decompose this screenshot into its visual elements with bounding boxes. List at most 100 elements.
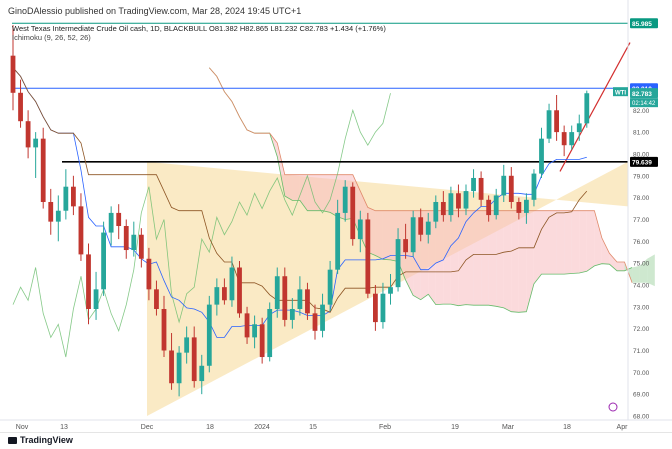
- candle[interactable]: [274, 276, 280, 309]
- price-label[interactable]: 79.639: [632, 159, 652, 166]
- candle[interactable]: [456, 193, 461, 209]
- candle[interactable]: [184, 337, 190, 353]
- candle[interactable]: [508, 175, 514, 202]
- y-tick-label: 81.00: [633, 130, 650, 137]
- candle[interactable]: [33, 138, 39, 148]
- scroll-to-realtime-icon[interactable]: [608, 402, 618, 412]
- candle[interactable]: [576, 123, 582, 133]
- candle[interactable]: [539, 138, 544, 174]
- y-tick-label: 73.00: [633, 304, 650, 311]
- candle[interactable]: [312, 313, 318, 331]
- candle[interactable]: [342, 186, 348, 213]
- candle[interactable]: [229, 267, 235, 301]
- candle[interactable]: [93, 289, 99, 309]
- kumo-segment: [647, 254, 655, 287]
- candle[interactable]: [267, 308, 273, 358]
- candle[interactable]: [123, 226, 129, 251]
- candle[interactable]: [554, 110, 559, 133]
- indicator-legend[interactable]: Ichimoku (9, 26, 52, 26): [12, 33, 91, 42]
- candle[interactable]: [138, 234, 144, 259]
- candle[interactable]: [199, 365, 205, 382]
- candle[interactable]: [471, 177, 476, 192]
- candle[interactable]: [25, 121, 31, 148]
- candle[interactable]: [569, 132, 575, 146]
- candle[interactable]: [222, 287, 227, 301]
- candle[interactable]: [48, 201, 54, 222]
- candle[interactable]: [169, 350, 174, 384]
- candle[interactable]: [561, 132, 567, 146]
- candle[interactable]: [395, 239, 401, 288]
- candle[interactable]: [78, 206, 84, 255]
- y-tick-label: 68.00: [633, 414, 650, 421]
- candle[interactable]: [493, 195, 499, 216]
- candle[interactable]: [282, 276, 288, 320]
- candle[interactable]: [440, 201, 446, 216]
- candle[interactable]: [388, 287, 393, 294]
- candle[interactable]: [448, 193, 454, 216]
- symbol-legend[interactable]: West Texas Intermediate Crude Oil cash, …: [12, 24, 386, 33]
- candle[interactable]: [403, 239, 408, 253]
- symbol-tag-bg: [613, 87, 628, 97]
- candle[interactable]: [10, 55, 16, 93]
- candle[interactable]: [418, 217, 424, 235]
- candle[interactable]: [410, 217, 416, 253]
- candle[interactable]: [380, 293, 386, 323]
- candle[interactable]: [463, 191, 469, 209]
- candle[interactable]: [584, 93, 590, 124]
- candle[interactable]: [214, 287, 220, 305]
- candle[interactable]: [71, 186, 76, 207]
- candle[interactable]: [335, 212, 341, 270]
- price-label-bg: [630, 18, 658, 29]
- candle[interactable]: [244, 313, 250, 338]
- kumo-segment: [564, 210, 572, 275]
- candle[interactable]: [161, 308, 167, 351]
- candle[interactable]: [524, 199, 529, 213]
- candle[interactable]: [501, 175, 507, 196]
- candle[interactable]: [373, 293, 378, 323]
- candle[interactable]: [327, 269, 333, 305]
- candle[interactable]: [478, 177, 484, 200]
- kumo-segment: [632, 265, 640, 283]
- candle[interactable]: [531, 173, 537, 200]
- candle[interactable]: [259, 324, 265, 358]
- candle[interactable]: [131, 234, 137, 251]
- candle[interactable]: [101, 232, 106, 290]
- candle[interactable]: [365, 219, 371, 294]
- kumo-segment: [435, 210, 444, 305]
- candle[interactable]: [146, 258, 152, 290]
- candle[interactable]: [237, 267, 242, 314]
- candle[interactable]: [40, 138, 46, 202]
- kumo-segment: [609, 253, 617, 271]
- kumo-segment: [375, 210, 383, 260]
- price-label[interactable]: 85.985: [632, 21, 652, 28]
- candle[interactable]: [206, 304, 212, 366]
- candle[interactable]: [546, 110, 552, 139]
- candle[interactable]: [305, 289, 310, 314]
- candle[interactable]: [86, 254, 91, 309]
- candle[interactable]: [191, 337, 197, 382]
- candle[interactable]: [357, 219, 363, 240]
- candle[interactable]: [425, 221, 431, 235]
- candle[interactable]: [516, 201, 522, 213]
- candle[interactable]: [320, 304, 325, 331]
- candle[interactable]: [116, 212, 122, 227]
- price-label[interactable]: 82.783: [632, 91, 652, 98]
- candle[interactable]: [55, 210, 61, 222]
- symbol-tag: WTI: [615, 91, 626, 97]
- candle[interactable]: [176, 352, 182, 384]
- kumo-segment: [292, 174, 300, 201]
- candle[interactable]: [486, 199, 492, 216]
- candle[interactable]: [433, 201, 439, 222]
- candle[interactable]: [154, 289, 159, 309]
- tradingview-logo[interactable]: TradingView: [8, 435, 73, 445]
- candle[interactable]: [252, 324, 257, 338]
- candle[interactable]: [289, 308, 295, 320]
- trend-line[interactable]: [559, 42, 631, 172]
- candle[interactable]: [63, 186, 69, 211]
- candle[interactable]: [18, 92, 23, 122]
- candle[interactable]: [108, 212, 114, 233]
- candle[interactable]: [297, 289, 303, 309]
- brand-label: TradingView: [20, 435, 73, 445]
- candle[interactable]: [350, 186, 356, 240]
